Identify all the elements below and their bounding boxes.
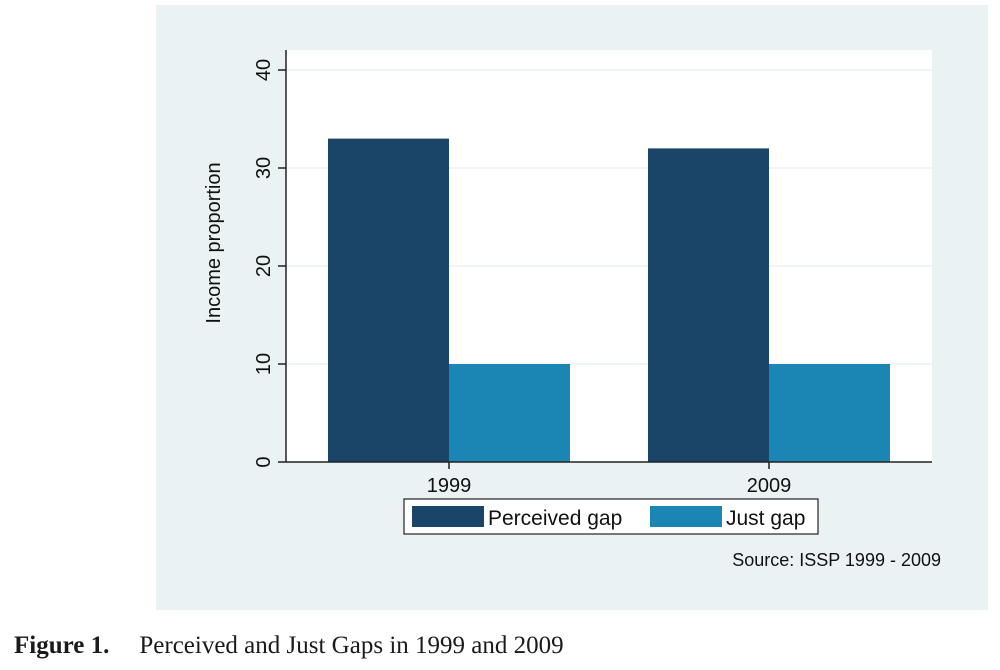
y-axis-label: Income proportion (203, 162, 225, 323)
bars (328, 138, 890, 462)
bar-just-gap-2009 (769, 364, 890, 462)
bar-perceived-gap-2009 (648, 148, 769, 462)
caption-text: Perceived and Just Gaps in 1999 and 2009 (139, 632, 564, 659)
legend-swatch-just-gap (650, 506, 722, 527)
figure-panel: 0 10 20 30 40 1999 2009 Income proportion Per… (156, 5, 988, 610)
legend-label-just-gap: Just gap (726, 507, 805, 530)
y-tick-label: 0 (253, 456, 275, 467)
source-note: Source: ISSP 1999 - 2009 (732, 550, 941, 570)
y-tick-label: 40 (253, 59, 275, 81)
legend-swatch-perceived-gap (412, 506, 484, 527)
y-tick-label: 20 (253, 255, 275, 277)
bar-chart: 0 10 20 30 40 1999 2009 Income proportion Per… (203, 50, 941, 570)
y-ticks: 0 10 20 30 40 (253, 59, 286, 468)
bar-perceived-gap-1999 (328, 138, 449, 462)
y-tick-label: 30 (253, 157, 275, 179)
legend-label-perceived-gap: Perceived gap (488, 507, 622, 530)
y-tick-label: 10 (253, 353, 275, 375)
x-ticks: 1999 2009 (427, 462, 792, 497)
caption-label: Figure 1. (14, 632, 110, 659)
legend: Perceived gap Just gap (403, 498, 819, 535)
x-tick-label: 1999 (427, 475, 472, 497)
figure-caption: Figure 1. Perceived and Just Gaps in 1999… (14, 632, 564, 660)
x-tick-label: 2009 (747, 475, 792, 497)
bar-just-gap-1999 (449, 364, 570, 462)
